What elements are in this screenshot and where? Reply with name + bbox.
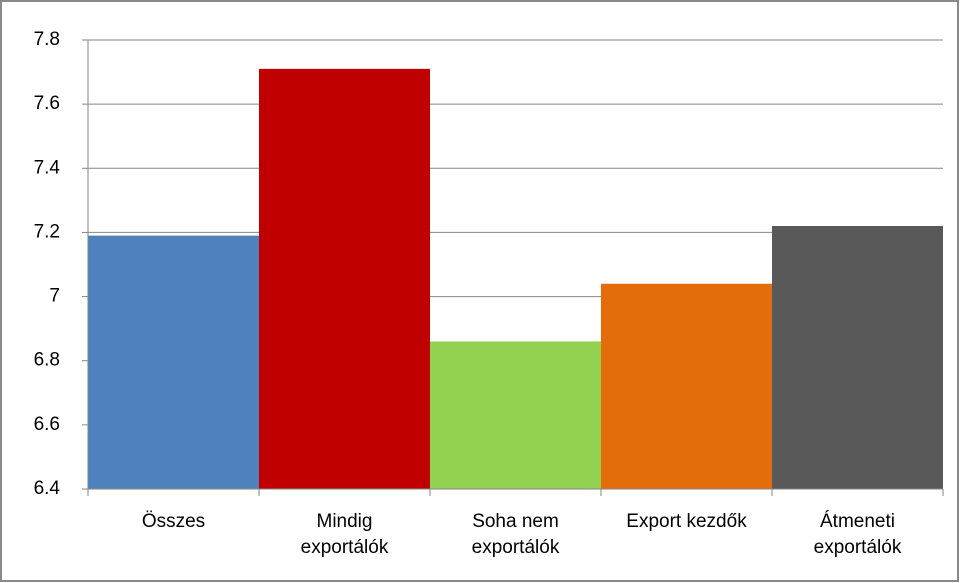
y-tick-label: 7.2	[34, 221, 60, 242]
bar	[430, 341, 601, 489]
bar	[601, 283, 772, 489]
x-tick-label: Soha nem exportálók	[471, 511, 560, 558]
y-tick-label: 7	[49, 286, 60, 307]
y-tick-label: 6.6	[34, 414, 60, 435]
y-tick-label: 7.8	[34, 29, 60, 50]
y-tick-label: 7.6	[34, 93, 60, 114]
bar	[772, 226, 943, 489]
bar	[88, 235, 259, 489]
bar	[259, 68, 430, 489]
x-tick-label: Mindig exportálók	[300, 511, 389, 558]
y-tick-label: 6.4	[34, 478, 61, 499]
y-tick-label: 7.4	[34, 157, 61, 178]
x-tick-label: Átmeneti exportálók	[813, 511, 902, 558]
x-tick-label: Export kezdők	[626, 511, 747, 532]
y-tick-label: 6.8	[34, 350, 60, 371]
x-tick-label: Összes	[141, 511, 206, 532]
